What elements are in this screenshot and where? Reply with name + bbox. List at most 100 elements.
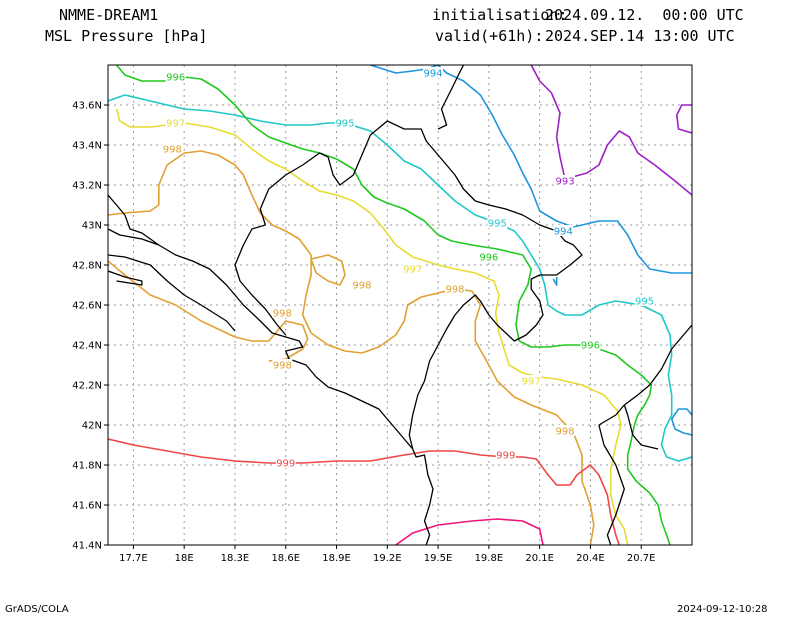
isobar-label-994: 994 (423, 69, 442, 80)
isobar-label-998: 998 (273, 309, 292, 320)
lat-tick-label: 42.2N (72, 381, 102, 392)
isobar-993 (676, 104, 692, 134)
isobar-998 (108, 150, 595, 545)
lat-tick-label: 41.6N (72, 501, 102, 512)
lon-tick-label: 19.5E (424, 553, 453, 564)
isobar-993 (564, 130, 692, 196)
border-line (437, 65, 465, 130)
border-line (598, 424, 625, 545)
border-line (108, 270, 143, 286)
isobar-label-bg (521, 375, 542, 386)
lat-tick-label: 42.4N (72, 341, 102, 352)
model-title: NMME-DREAM1 (59, 6, 159, 24)
valid-value: 2024.SEP.14 13:00 UTC (545, 27, 735, 45)
isobar-995 (108, 94, 692, 462)
isobar-label-bg (495, 449, 516, 460)
contour-labels: 993 994 994 995 995 995 996 996 996 997 997 997 998 9… (162, 67, 655, 470)
footer-software: GrADS/COLA (5, 604, 69, 615)
isobar-label-bg (334, 117, 355, 128)
isobar-label-999: 999 (496, 451, 515, 462)
axis-ticks: 17.7E 18E 18.3E 18.6E 18.9E 19.2E 19.5E 19.8E 20… (72, 101, 655, 565)
isobar-label-998: 998 (163, 145, 182, 156)
init-label: initialisation: (432, 6, 568, 24)
isobar-998 (108, 260, 309, 362)
isobar-label-bg (553, 225, 574, 236)
isobar-label-998: 998 (273, 361, 292, 372)
isobar-label-bg (162, 143, 183, 154)
lon-tick-label: 19.2E (373, 553, 402, 564)
footer-timestamp: 2024-09-12-10:28 (677, 604, 768, 615)
isobar-994 (552, 277, 558, 286)
lon-tick-label: 18.3E (221, 553, 250, 564)
isobar-label-bg (402, 263, 423, 274)
lat-tick-label: 43.6N (72, 101, 102, 112)
isobar-label-bg (165, 71, 186, 82)
lat-tick-label: 41.8N (72, 461, 102, 472)
lon-tick-label: 20.7E (627, 553, 656, 564)
plot-frame (107, 64, 693, 546)
lat-tick-label: 43.2N (72, 181, 102, 192)
border-line (623, 404, 659, 450)
isobar-999 (108, 438, 620, 545)
isobar-label-bg (272, 307, 293, 318)
isobar-998 (310, 254, 346, 286)
init-value: 2024.09.12. 00:00 UTC (545, 6, 744, 24)
lon-tick-label: 19.8E (475, 553, 504, 564)
lon-tick-label: 17.7E (119, 553, 148, 564)
lon-tick-label: 18.9E (322, 553, 351, 564)
contour-lines (108, 65, 692, 545)
lon-tick-label: 20.1E (525, 553, 554, 564)
isobar-label-995: 995 (335, 119, 354, 130)
lon-tick-label: 18.6E (271, 553, 300, 564)
isobar-label-998: 998 (445, 285, 464, 296)
lon-tick-label: 18E (175, 553, 194, 564)
isobar-label-bg (478, 251, 499, 262)
isobar-label-bg (423, 67, 444, 78)
isobar-label-997: 997 (166, 119, 185, 130)
border-line (108, 194, 434, 545)
isobar-label-bg (555, 175, 576, 186)
isobar-label-bg (555, 425, 576, 436)
valid-label: valid(+61h): (435, 27, 544, 45)
isobar-label-994: 994 (554, 227, 573, 238)
isobar-label-bg (165, 117, 186, 128)
isobar-label-996: 996 (166, 73, 185, 84)
isobar-label-999: 999 (276, 459, 295, 470)
isobar-label-bg (351, 279, 372, 290)
field-title: MSL Pressure [hPa] (45, 27, 208, 45)
isobar-label-997: 997 (522, 377, 541, 388)
isobar-994 (437, 65, 692, 274)
lat-tick-label: 43N (82, 221, 102, 232)
isobar-label-bg (580, 339, 601, 350)
isobar-label-bg (445, 283, 466, 294)
lat-tick-label: 43.4N (72, 141, 102, 152)
border-line (108, 254, 236, 332)
border-line (598, 324, 692, 426)
isobar-label-998: 998 (555, 427, 574, 438)
lat-tick-label: 42.8N (72, 261, 102, 272)
isobar-label-995: 995 (488, 219, 507, 230)
isobar-993 (530, 65, 566, 180)
isobar-label-995: 995 (635, 297, 654, 308)
isobar-1000 (395, 518, 544, 545)
coastline-borders (108, 65, 692, 545)
isobar-label-bg (634, 295, 655, 306)
grid-lines (108, 65, 692, 546)
border-line (234, 224, 287, 336)
border-line (259, 120, 583, 450)
isobar-label-bg (272, 359, 293, 370)
isobar-label-998: 998 (352, 281, 371, 292)
lat-tick-label: 42.6N (72, 301, 102, 312)
isobar-997 (115, 108, 629, 545)
lat-tick-label: 42N (82, 421, 102, 432)
isobar-label-bg (487, 217, 508, 228)
isobar-label-993: 993 (555, 177, 574, 188)
isobar-label-997: 997 (403, 265, 422, 276)
isobar-label-996: 996 (479, 253, 498, 264)
isobar-994 (670, 408, 692, 436)
lat-tick-label: 41.4N (72, 541, 102, 552)
isobar-label-996: 996 (581, 341, 600, 352)
lon-tick-label: 20.4E (576, 553, 605, 564)
border-line (108, 228, 160, 246)
